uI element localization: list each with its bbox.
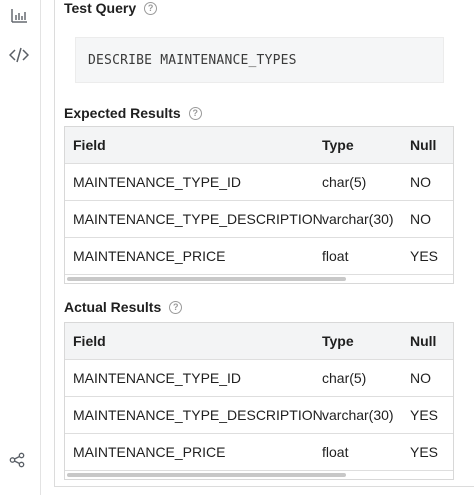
code-icon[interactable] xyxy=(8,44,30,66)
expected-results-title: Expected Results xyxy=(64,105,181,121)
help-icon[interactable]: ? xyxy=(169,300,183,314)
table-row: MAINTENANCE_PRICE float YES xyxy=(65,238,453,275)
column-header-null: Null xyxy=(410,333,437,349)
share-icon[interactable] xyxy=(9,452,29,472)
test-query-heading: Test Query ? xyxy=(64,0,158,16)
column-header-field: Field xyxy=(73,333,106,349)
scrollbar-thumb[interactable] xyxy=(67,277,346,281)
actual-results-title: Actual Results xyxy=(64,299,162,315)
field-cell: MAINTENANCE_PRICE xyxy=(73,248,226,264)
column-header-type: Type xyxy=(322,137,354,153)
table-row: MAINTENANCE_TYPE_DESCRIPTION varchar(30)… xyxy=(65,397,453,434)
help-icon[interactable]: ? xyxy=(188,106,202,120)
column-header-type: Type xyxy=(322,333,354,349)
table-header-row: Field Type Null xyxy=(65,323,453,360)
type-cell: char(5) xyxy=(322,370,367,386)
left-sidebar xyxy=(0,0,41,495)
actual-results-table: Field Type Null MAINTENANCE_TYPE_ID char… xyxy=(64,322,454,480)
null-cell: YES xyxy=(410,248,439,264)
bar-chart-icon[interactable] xyxy=(8,4,30,26)
query-text: DESCRIBE MAINTENANCE_TYPES xyxy=(88,53,297,68)
type-cell: float xyxy=(322,248,349,264)
type-cell: varchar(30) xyxy=(322,407,394,423)
expected-results-table: Field Type Null MAINTENANCE_TYPE_ID char… xyxy=(64,126,454,284)
horizontal-scrollbar[interactable] xyxy=(65,275,453,283)
query-code-box: DESCRIBE MAINTENANCE_TYPES xyxy=(75,37,444,83)
expected-results-heading: Expected Results ? xyxy=(64,105,202,121)
column-header-null: Null xyxy=(410,137,437,153)
field-cell: MAINTENANCE_PRICE xyxy=(73,444,226,460)
type-cell: float xyxy=(322,444,349,460)
table-header-row: Field Type Null xyxy=(65,127,453,164)
type-cell: char(5) xyxy=(322,174,367,190)
field-cell: MAINTENANCE_TYPE_ID xyxy=(73,174,242,190)
table-row: MAINTENANCE_TYPE_ID char(5) NO xyxy=(65,164,453,201)
table-row: MAINTENANCE_TYPE_DESCRIPTION varchar(30)… xyxy=(65,201,453,238)
table-row: MAINTENANCE_PRICE float YES xyxy=(65,434,453,471)
type-cell: varchar(30) xyxy=(322,211,394,227)
null-cell: NO xyxy=(410,211,431,227)
field-cell: MAINTENANCE_TYPE_DESCRIPTION xyxy=(73,407,323,423)
null-cell: NO xyxy=(410,174,431,190)
actual-results-heading: Actual Results ? xyxy=(64,299,183,315)
scrollbar-thumb[interactable] xyxy=(67,473,346,477)
null-cell: YES xyxy=(410,444,439,460)
help-icon[interactable]: ? xyxy=(144,1,158,15)
column-header-field: Field xyxy=(73,137,106,153)
test-query-title: Test Query xyxy=(64,0,137,16)
field-cell: MAINTENANCE_TYPE_DESCRIPTION xyxy=(73,211,323,227)
field-cell: MAINTENANCE_TYPE_ID xyxy=(73,370,242,386)
null-cell: YES xyxy=(410,407,439,423)
table-row: MAINTENANCE_TYPE_ID char(5) NO xyxy=(65,360,453,397)
horizontal-scrollbar[interactable] xyxy=(65,471,453,479)
null-cell: NO xyxy=(410,370,431,386)
